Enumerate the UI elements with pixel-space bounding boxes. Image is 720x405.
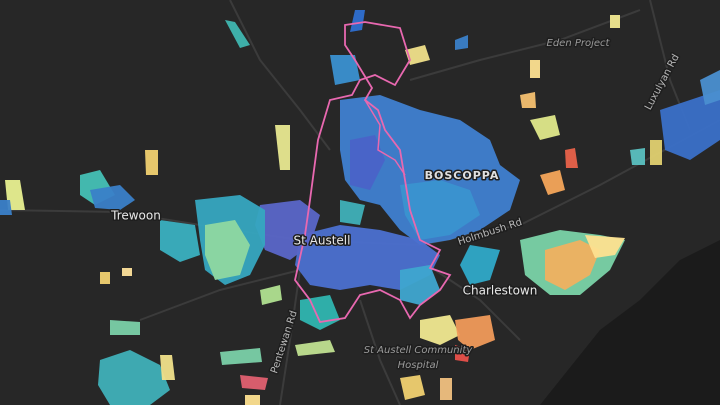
area-patch bbox=[350, 10, 365, 32]
area-patch bbox=[700, 70, 720, 105]
area-patch bbox=[520, 92, 536, 108]
place-label: Eden Project bbox=[547, 38, 611, 49]
area-patch bbox=[400, 265, 440, 305]
area-patch bbox=[440, 378, 452, 400]
area-patch bbox=[255, 200, 320, 260]
area-patch bbox=[122, 268, 132, 276]
area-patch bbox=[455, 35, 468, 50]
road bbox=[359, 299, 401, 405]
area-patch bbox=[530, 115, 560, 140]
area-patch bbox=[225, 20, 250, 48]
road bbox=[279, 269, 301, 405]
area-patch bbox=[90, 185, 135, 210]
area-patch bbox=[400, 180, 480, 240]
area-patch bbox=[545, 240, 600, 290]
area-patch bbox=[660, 90, 720, 160]
area-patch bbox=[295, 340, 335, 356]
area-patch bbox=[260, 285, 282, 305]
area-patch bbox=[100, 272, 110, 284]
area-patch bbox=[350, 135, 385, 190]
area-patch bbox=[610, 15, 620, 28]
area-patch bbox=[455, 315, 495, 350]
area-patch bbox=[98, 350, 170, 405]
road bbox=[229, 0, 331, 151]
area-patch bbox=[205, 220, 250, 280]
area-patch bbox=[0, 200, 12, 215]
area-patch bbox=[160, 355, 175, 380]
area-patch bbox=[245, 395, 260, 405]
patches bbox=[0, 10, 720, 405]
area-patch bbox=[340, 200, 365, 225]
area-patch bbox=[530, 60, 540, 78]
area-patch bbox=[240, 375, 268, 390]
road bbox=[419, 259, 521, 341]
area-patch bbox=[420, 315, 460, 345]
area-patch bbox=[630, 148, 645, 165]
sea bbox=[540, 240, 720, 405]
area-patch bbox=[540, 170, 565, 195]
area-patch bbox=[650, 140, 662, 165]
area-patch bbox=[330, 55, 360, 85]
place-label: St Austell Community bbox=[364, 345, 474, 356]
place-label: BOSCOPPA bbox=[425, 169, 500, 182]
place-label: Hospital bbox=[398, 360, 439, 371]
area-patch bbox=[460, 245, 500, 285]
area-patch bbox=[110, 320, 140, 335]
area-patch bbox=[400, 375, 425, 400]
place-label: St Austell bbox=[294, 234, 351, 248]
boundary-inner bbox=[364, 99, 406, 176]
road bbox=[139, 269, 301, 321]
place-label: Trewoon bbox=[110, 209, 161, 223]
area-patch bbox=[405, 45, 430, 65]
area-patch bbox=[565, 148, 578, 168]
area-patch bbox=[145, 150, 158, 175]
boundary bbox=[294, 21, 452, 323]
place-label: Charlestown bbox=[463, 284, 538, 298]
area-patch bbox=[455, 345, 470, 362]
area-patch bbox=[160, 220, 200, 262]
area-patch bbox=[220, 348, 262, 365]
area-patch bbox=[275, 125, 290, 170]
area-patch bbox=[585, 235, 625, 258]
road bbox=[409, 9, 641, 81]
